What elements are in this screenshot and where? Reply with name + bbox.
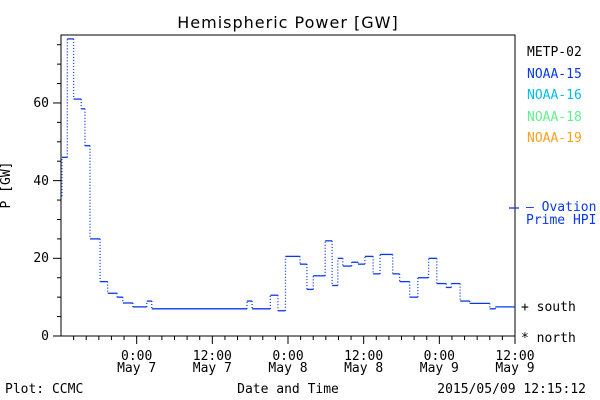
x-tick-time: 12:00: [344, 349, 384, 364]
x-tick-time: 12:00: [192, 349, 232, 364]
x-axis-title: Date and Time: [237, 382, 339, 397]
x-tick-label: 12:00 May 7: [177, 349, 247, 376]
ovation-prime-hpi-series: [61, 38, 515, 312]
plot-timestamp: 2015/05/09 12:15:12: [437, 382, 586, 397]
legend-item-noaa-15: NOAA-15: [527, 66, 582, 82]
north-marker-label: * north: [521, 331, 576, 346]
legend-item-metp-02: METP-02: [527, 45, 582, 60]
x-tick-label: 12:00 May 8: [329, 349, 399, 376]
south-marker-label: + south: [521, 300, 576, 315]
chart-title: Hemispheric Power [GW]: [177, 13, 399, 32]
x-tick-label: 0:00 May 8: [253, 349, 323, 376]
x-tick-time: 12:00: [495, 349, 535, 364]
x-tick-date: May 8: [344, 361, 384, 376]
x-tick-time: 0:00: [272, 349, 304, 364]
legend-item-noaa-16: NOAA-16: [527, 88, 582, 103]
y-tick-label: 60: [33, 95, 49, 111]
legend-item-noaa-19: NOAA-19: [527, 131, 582, 146]
y-tick-label: 40: [33, 173, 49, 189]
x-tick-date: May 7: [192, 361, 232, 376]
x-tick-label: 12:00 May 9: [480, 349, 550, 376]
plot-frame: [60, 34, 516, 337]
x-tick-date: May 9: [495, 361, 535, 376]
legend-item-noaa-18: NOAA-18: [527, 109, 582, 125]
x-tick-time: 0:00: [121, 349, 153, 364]
y-tick-label: 0: [41, 329, 49, 344]
ovation-prime-hpi-label: — Ovation Prime HPI: [526, 200, 597, 228]
y-axis-label: P [GW]: [0, 161, 14, 209]
x-tick-label: 0:00 May 7: [102, 349, 172, 376]
x-tick-date: May 7: [117, 361, 157, 376]
x-tick-time: 0:00: [423, 349, 455, 364]
x-tick-date: May 9: [419, 361, 459, 376]
x-tick-label: 0:00 May 9: [404, 349, 474, 376]
x-tick-date: May 8: [268, 361, 308, 376]
y-tick-label: 20: [33, 251, 49, 267]
plot-credit: Plot: CCMC: [5, 382, 84, 397]
